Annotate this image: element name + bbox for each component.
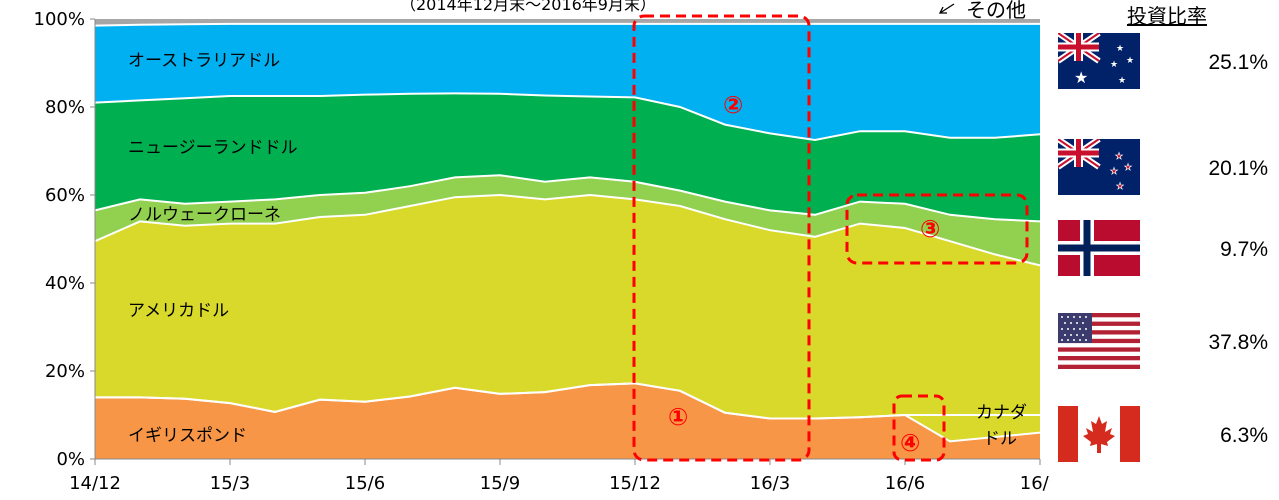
y-tick-label: 20% bbox=[45, 361, 85, 382]
other-arrow-head-icon bbox=[938, 6, 947, 14]
x-tick-label: 15/6 bbox=[345, 473, 385, 494]
annotation-box-3 bbox=[845, 193, 1029, 265]
boundary-usd bbox=[94, 193, 1041, 267]
annotation-box-2 bbox=[632, 14, 811, 462]
weight-row-nok: 9.7% bbox=[1058, 220, 1268, 280]
weight-pct-cad: 6.3% bbox=[1220, 424, 1268, 447]
svg-text:★: ★ bbox=[1110, 167, 1118, 177]
series-label-nok: ノルウェークローネ bbox=[128, 205, 281, 225]
weight-row-aud: ★ ★ ★ ★ ★ 25.1% bbox=[1058, 33, 1268, 93]
svg-text:★: ★ bbox=[1116, 182, 1124, 192]
chart-subtitle: （2014年12月末～2016年9月末） bbox=[400, 0, 656, 14]
annotation-1: ① bbox=[668, 403, 688, 431]
series-label-gbp: イギリスポンド bbox=[128, 426, 247, 446]
x-unit-label: （年/月） bbox=[1046, 473, 1050, 494]
area-other bbox=[95, 19, 1040, 26]
annotation-4: ④ bbox=[900, 429, 920, 457]
weight-pct-aud: 25.1% bbox=[1208, 51, 1268, 74]
x-tick-label: 16/3 bbox=[750, 473, 790, 494]
area-nzd bbox=[95, 93, 1040, 222]
weight-row-cad: 6.3% bbox=[1058, 406, 1268, 466]
y-tick-label: 80% bbox=[45, 97, 85, 118]
boundary-cad bbox=[95, 382, 1041, 443]
stacked-area-chart: 0% 20% 40% 60% 80% 100% 14/12 15/3 15/6 15/9 15/1… bbox=[34, 3, 1050, 494]
svg-text:★: ★ bbox=[1074, 68, 1088, 87]
x-tick-label: 16/6 bbox=[885, 473, 925, 494]
weight-pct-nzd: 20.1% bbox=[1208, 157, 1268, 180]
weights-title: 投資比率 bbox=[1127, 4, 1207, 28]
australia-flag-icon: ★ ★ ★ ★ ★ bbox=[1058, 33, 1140, 89]
other-arrow-icon bbox=[939, 3, 955, 14]
series-label-cad-2: ドル bbox=[983, 429, 1017, 449]
svg-text:★: ★ bbox=[1124, 163, 1132, 173]
area-gbp bbox=[95, 383, 1040, 459]
series-label-nzd: ニュージーランドドル bbox=[128, 138, 298, 158]
area-layers bbox=[95, 19, 1040, 459]
area-usd bbox=[95, 195, 1040, 442]
canada-flag-icon bbox=[1058, 406, 1140, 462]
other-label: その他 bbox=[966, 0, 1026, 22]
weight-row-nzd: ★ ★ ★ ★ 20.1% bbox=[1058, 139, 1268, 199]
svg-text:★: ★ bbox=[1118, 76, 1126, 86]
area-aud bbox=[95, 23, 1040, 141]
weight-row-usd: 37.8% bbox=[1058, 313, 1268, 373]
series-label-usd: アメリカドル bbox=[128, 301, 229, 321]
annotation-box-4 bbox=[892, 394, 946, 462]
svg-text:★: ★ bbox=[1110, 60, 1118, 70]
x-axis: 14/12 15/3 15/6 15/9 15/12 16/3 16/6 16/9（年/月） bbox=[69, 458, 1050, 494]
new-zealand-flag-icon: ★ ★ ★ ★ bbox=[1058, 139, 1140, 195]
series-label-cad-1: カナダ bbox=[976, 403, 1027, 423]
weight-pct-nok: 9.7% bbox=[1220, 238, 1268, 261]
x-tick-label: 15/3 bbox=[210, 473, 250, 494]
svg-text:★: ★ bbox=[1115, 152, 1123, 162]
y-tick-label: 60% bbox=[45, 185, 85, 206]
boundary-nzd bbox=[94, 92, 1041, 142]
x-tick-label: 14/12 bbox=[69, 473, 121, 494]
weight-pct-usd: 37.8% bbox=[1208, 331, 1268, 354]
y-tick-label: 100% bbox=[34, 9, 85, 30]
annotation-2: ② bbox=[723, 91, 743, 119]
usa-flag-icon bbox=[1058, 313, 1140, 369]
y-axis: 0% 20% 40% 60% 80% 100% bbox=[34, 9, 96, 470]
x-tick-label: 15/12 bbox=[609, 473, 661, 494]
boundary-lines bbox=[94, 22, 1041, 443]
svg-text:★: ★ bbox=[1116, 44, 1124, 54]
annotation-3: ③ bbox=[920, 215, 940, 243]
x-tick-label: 15/9 bbox=[480, 473, 520, 494]
y-tick-label: 0% bbox=[56, 449, 85, 470]
area-nok bbox=[95, 175, 1040, 266]
norway-flag-icon bbox=[1058, 220, 1140, 276]
x-tick-label: 16/9 bbox=[1020, 473, 1050, 494]
series-label-aud: オーストラリアドル bbox=[128, 51, 280, 71]
boundary-nok bbox=[94, 174, 1041, 223]
svg-text:★: ★ bbox=[1126, 56, 1134, 66]
y-tick-label: 40% bbox=[45, 273, 85, 294]
boundary-aud bbox=[94, 22, 1040, 27]
